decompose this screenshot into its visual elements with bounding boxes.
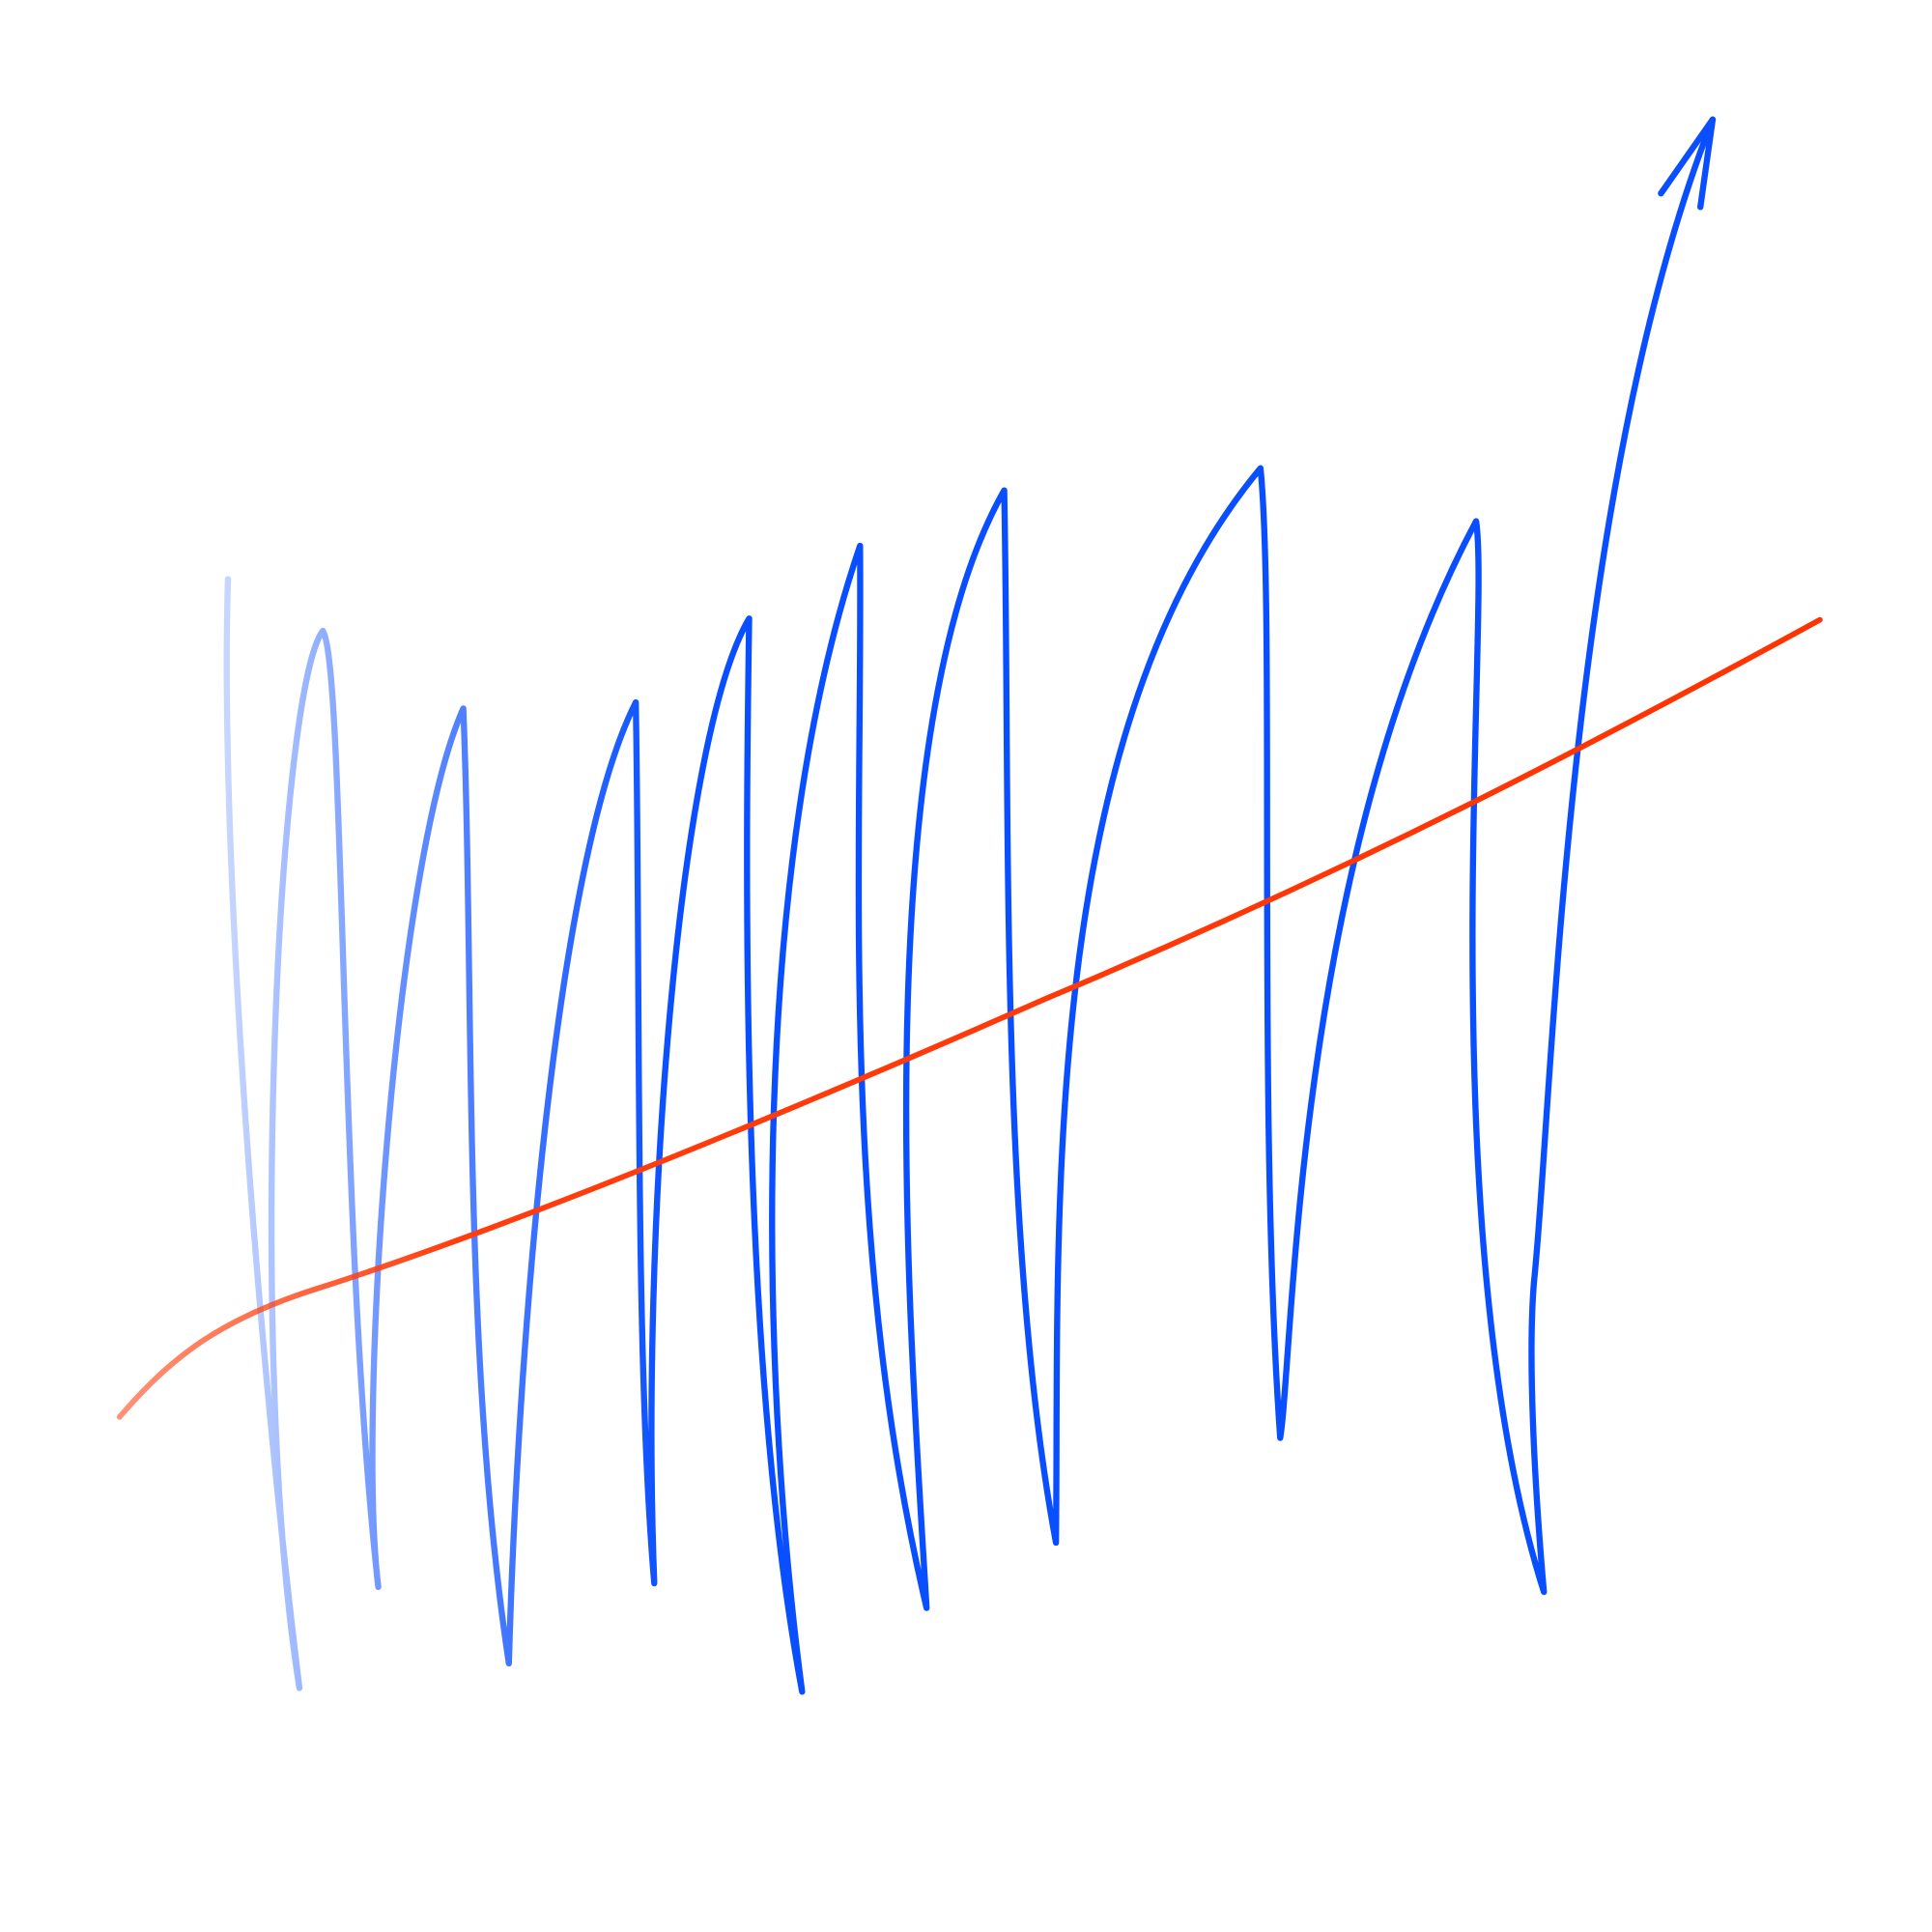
- red-trend-line: [116, 616, 1823, 1420]
- blue-scribble: [223, 116, 1717, 1695]
- arrow-head: [1658, 116, 1717, 211]
